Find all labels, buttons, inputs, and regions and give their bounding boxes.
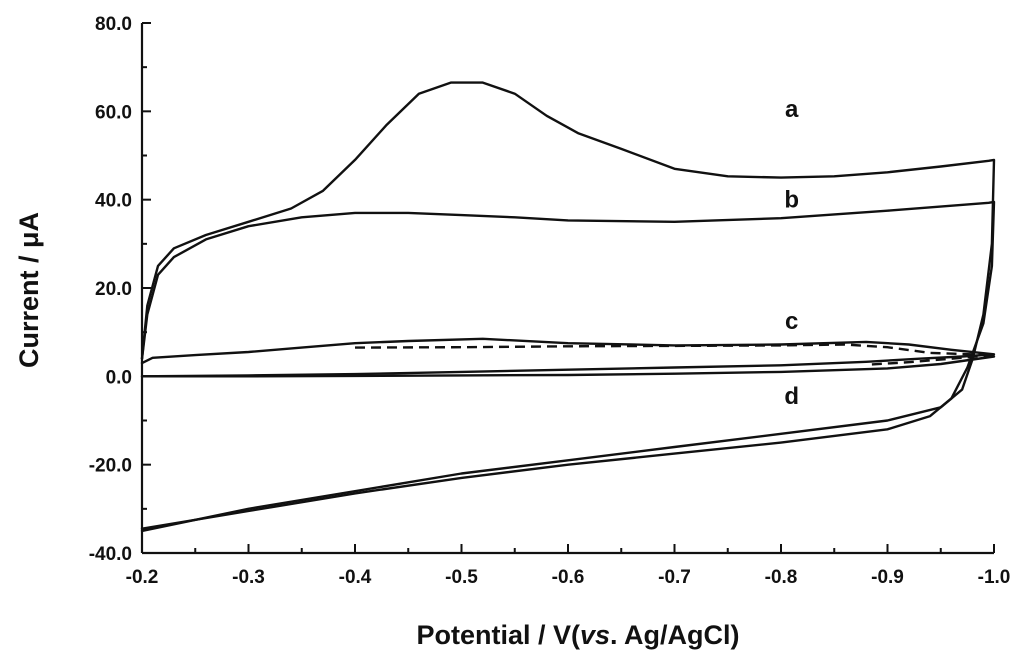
y-tick-label: 0.0 [106, 367, 132, 388]
curve-label-c: c [785, 308, 798, 335]
curve-b [140, 200, 996, 530]
x-tick-label: -0.2 [126, 567, 159, 588]
curve-c-dashed [354, 343, 995, 366]
labels-layer: -40.0 -20.0 0.0 20.0 40.0 60.0 80.0 -0.2 -0.3 -0.… [14, 14, 1010, 650]
y-tick-label: 40.0 [95, 191, 132, 212]
x-tick-label: -0.9 [871, 567, 904, 588]
y-tick-label: -20.0 [89, 456, 132, 477]
y-tick-label: 60.0 [95, 102, 132, 123]
series-layer [140, 81, 996, 533]
y-tick-label: 80.0 [95, 14, 132, 35]
axes [140, 22, 995, 555]
curve-a [140, 81, 996, 533]
curve-label-b: b [784, 187, 799, 214]
x-tick-label: -0.3 [232, 567, 265, 588]
curve-label-d: d [784, 383, 799, 410]
y-axis-title: Current / μA [14, 212, 44, 368]
y-tick-label: -40.0 [89, 544, 132, 565]
curve-d [140, 355, 996, 378]
x-tick-label: -0.4 [339, 567, 372, 588]
x-tick-label: -1.0 [978, 567, 1011, 588]
x-tick-label: -0.7 [658, 567, 691, 588]
y-tick-label: 20.0 [95, 279, 132, 300]
x-tick-label: -0.8 [765, 567, 798, 588]
curve-label-a: a [785, 96, 799, 123]
curve-c [140, 337, 996, 378]
x-tick-label: -0.6 [552, 567, 585, 588]
x-tick-label: -0.5 [445, 567, 478, 588]
x-axis-title: Potential / V(vs. Ag/AgCl) [416, 620, 739, 650]
